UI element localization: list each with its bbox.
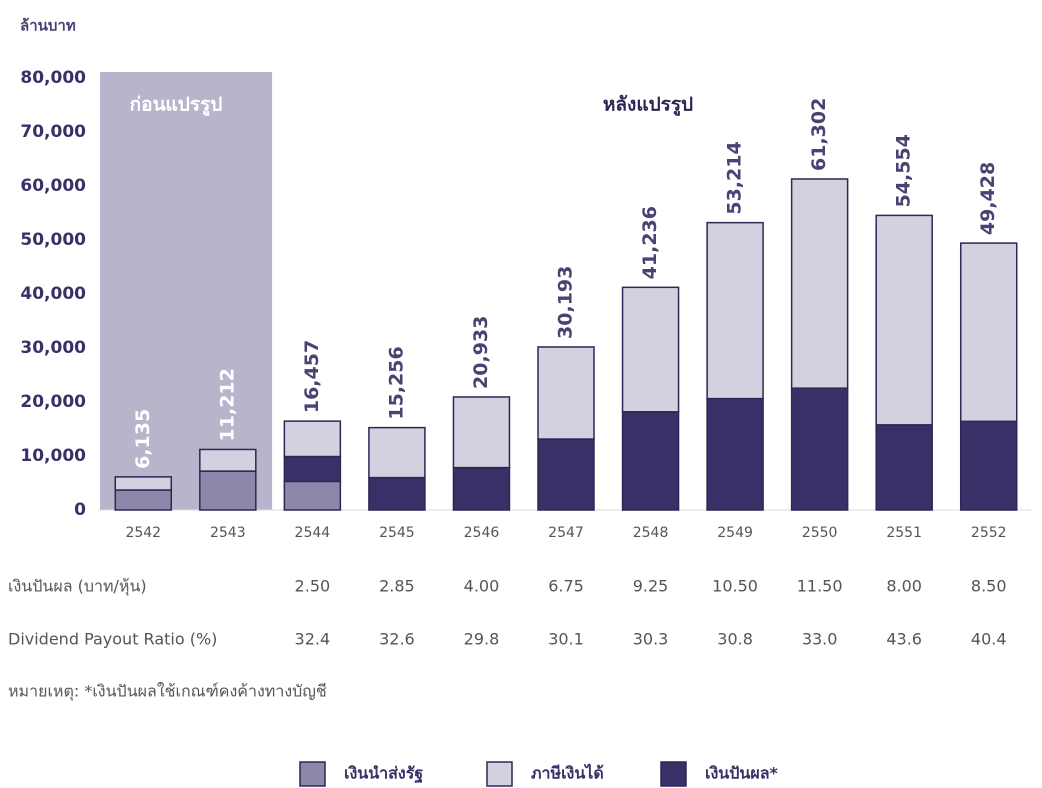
y-tick-label: 10,000 (20, 446, 86, 466)
x-tick-label: 2551 (886, 525, 922, 541)
post-label: หลังแปรรูป (603, 94, 693, 117)
bar-segment (283, 420, 342, 458)
pre-label: ก่อนแปรรูป (130, 94, 223, 117)
legend-label: เงินนำส่งรัฐ (344, 764, 423, 784)
bar-segment (706, 397, 764, 511)
total-label: 11,212 (216, 368, 238, 441)
bar-segment (537, 346, 595, 440)
total-label: 16,457 (301, 340, 323, 413)
y-tick-label: 0 (74, 500, 86, 520)
y-tick-label: 20,000 (20, 392, 86, 412)
table-cell: 8.00 (886, 577, 922, 596)
x-tick-label: 2546 (464, 525, 500, 541)
x-tick-label: 2547 (548, 525, 584, 541)
total-label: 41,236 (639, 206, 661, 279)
bar-segment (114, 476, 173, 491)
total-label: 49,428 (977, 162, 999, 235)
total-label: 53,214 (724, 141, 746, 214)
x-tick-label: 2542 (125, 525, 161, 541)
total-label: 61,302 (808, 98, 830, 171)
table-cell: 33.0 (802, 630, 838, 649)
total-label: 20,933 (470, 316, 492, 389)
table-cell: 30.3 (633, 630, 669, 649)
table-cell: 32.4 (295, 630, 331, 649)
y-axis-label: ล้านบาท (20, 17, 76, 35)
table-cell: 32.6 (379, 630, 415, 649)
pre-region (100, 72, 273, 510)
x-tick-label: 2543 (210, 525, 246, 541)
table-cell: 9.25 (633, 577, 669, 596)
y-tick-label: 70,000 (20, 122, 86, 142)
bar-segment (368, 476, 426, 511)
bar-segment (959, 242, 1018, 423)
x-tick-label: 2548 (633, 525, 669, 541)
y-tick-label: 50,000 (20, 230, 86, 250)
bar-segment (790, 387, 849, 511)
total-label: 6,135 (132, 409, 154, 469)
bar-segment (875, 424, 933, 511)
table-cell: 8.50 (971, 577, 1007, 596)
y-tick-label: 60,000 (20, 176, 86, 196)
bar-segment (706, 221, 764, 400)
legend-swatch (660, 761, 687, 787)
bar-segment (537, 438, 595, 511)
bar-segment (452, 396, 511, 469)
bar-segment (199, 448, 257, 472)
bar-segment (621, 286, 680, 413)
table-cell: 30.1 (548, 630, 584, 649)
bar-segment (199, 470, 257, 511)
legend-swatch (486, 761, 513, 787)
bar-segment (959, 420, 1018, 511)
bar-segment (283, 455, 342, 483)
table-cell: 40.4 (971, 630, 1007, 649)
total-label: 54,554 (893, 134, 915, 207)
bar-segment (114, 489, 173, 511)
bar-segment (790, 178, 849, 389)
table-cell: 10.50 (712, 577, 758, 596)
x-tick-label: 2549 (717, 525, 753, 541)
x-tick-label: 2544 (295, 525, 331, 541)
y-tick-label: 30,000 (20, 338, 86, 358)
note: หมายเหตุ: *เงินปันผลใช้เกณฑ์คงค้างทางบัญ… (8, 682, 327, 702)
table-cell: 30.8 (717, 630, 753, 649)
legend-label: เงินปันผล* (705, 764, 778, 783)
bar-segment (283, 480, 342, 511)
total-label: 30,193 (555, 266, 577, 339)
row-label: Dividend Payout Ratio (%) (8, 630, 217, 649)
x-tick-label: 2550 (802, 525, 838, 541)
table-cell: 4.00 (464, 577, 500, 596)
x-tick-label: 2545 (379, 525, 415, 541)
legend-label: ภาษีเงินได้ (531, 764, 604, 783)
table-cell: 2.85 (379, 577, 415, 596)
table-cell: 29.8 (464, 630, 500, 649)
table-cell: 2.50 (295, 577, 331, 596)
bar-segment (621, 411, 680, 511)
bar-segment (875, 214, 933, 426)
x-tick-label: 2552 (971, 525, 1007, 541)
table-cell: 43.6 (886, 630, 922, 649)
total-label: 15,256 (385, 346, 407, 419)
table-cell: 11.50 (797, 577, 843, 596)
y-tick-label: 80,000 (20, 68, 86, 88)
y-tick-label: 40,000 (20, 284, 86, 304)
row-label: เงินปันผล (บาท/หุ้น) (8, 577, 147, 597)
legend-swatch (299, 761, 326, 787)
table-cell: 6.75 (548, 577, 584, 596)
bar-segment (368, 426, 426, 479)
bar-segment (452, 466, 511, 511)
